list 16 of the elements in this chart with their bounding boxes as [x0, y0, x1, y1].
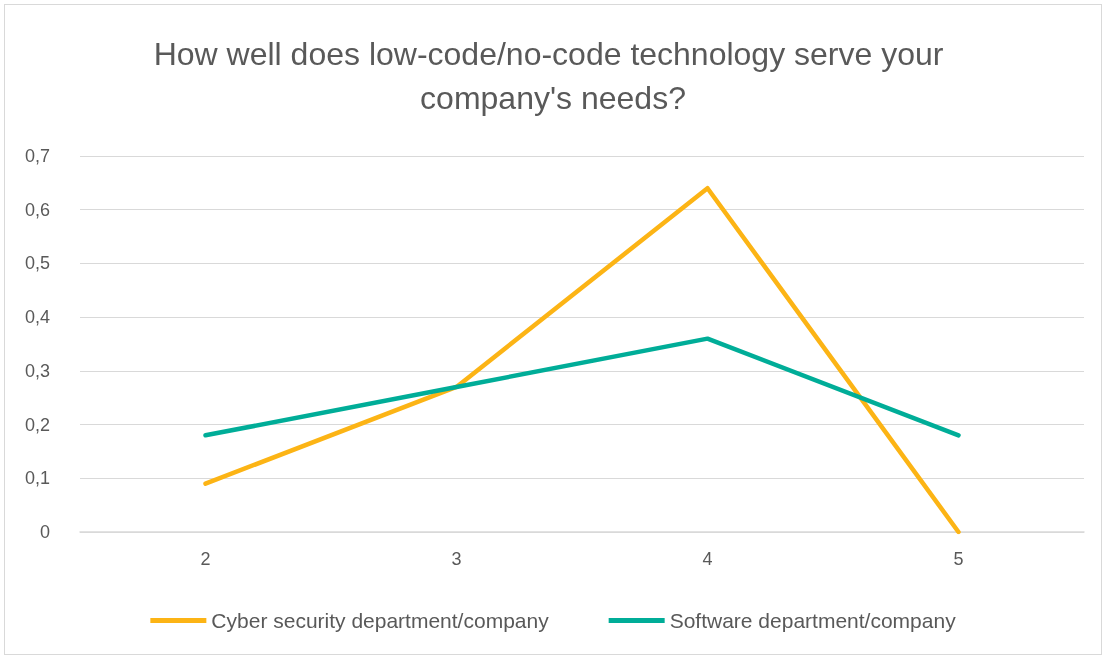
line-series — [203, 185, 961, 535]
y-tick-label: 0,4 — [24, 307, 50, 328]
legend-label: Software department/company — [669, 609, 957, 632]
y-tick-label: 0,6 — [24, 199, 50, 220]
y-tick-label: 0 — [39, 522, 50, 542]
y-tick-label: 0,3 — [24, 360, 50, 381]
x-tick-label: 3 — [451, 549, 462, 569]
y-tick-label: 0,5 — [24, 253, 50, 274]
y-tick-label: 0,7 — [24, 146, 50, 166]
legend-label: Cyber security department/company — [211, 609, 550, 632]
x-tick-label: 4 — [702, 549, 713, 569]
y-tick-label: 0,1 — [24, 468, 50, 489]
x-tick-label: 2 — [200, 549, 211, 569]
chart-title: How well does low-code/no-code technology serve your company's needs? — [153, 36, 953, 116]
y-tick-label: 0,2 — [24, 414, 50, 435]
x-tick-label: 5 — [953, 549, 964, 569]
